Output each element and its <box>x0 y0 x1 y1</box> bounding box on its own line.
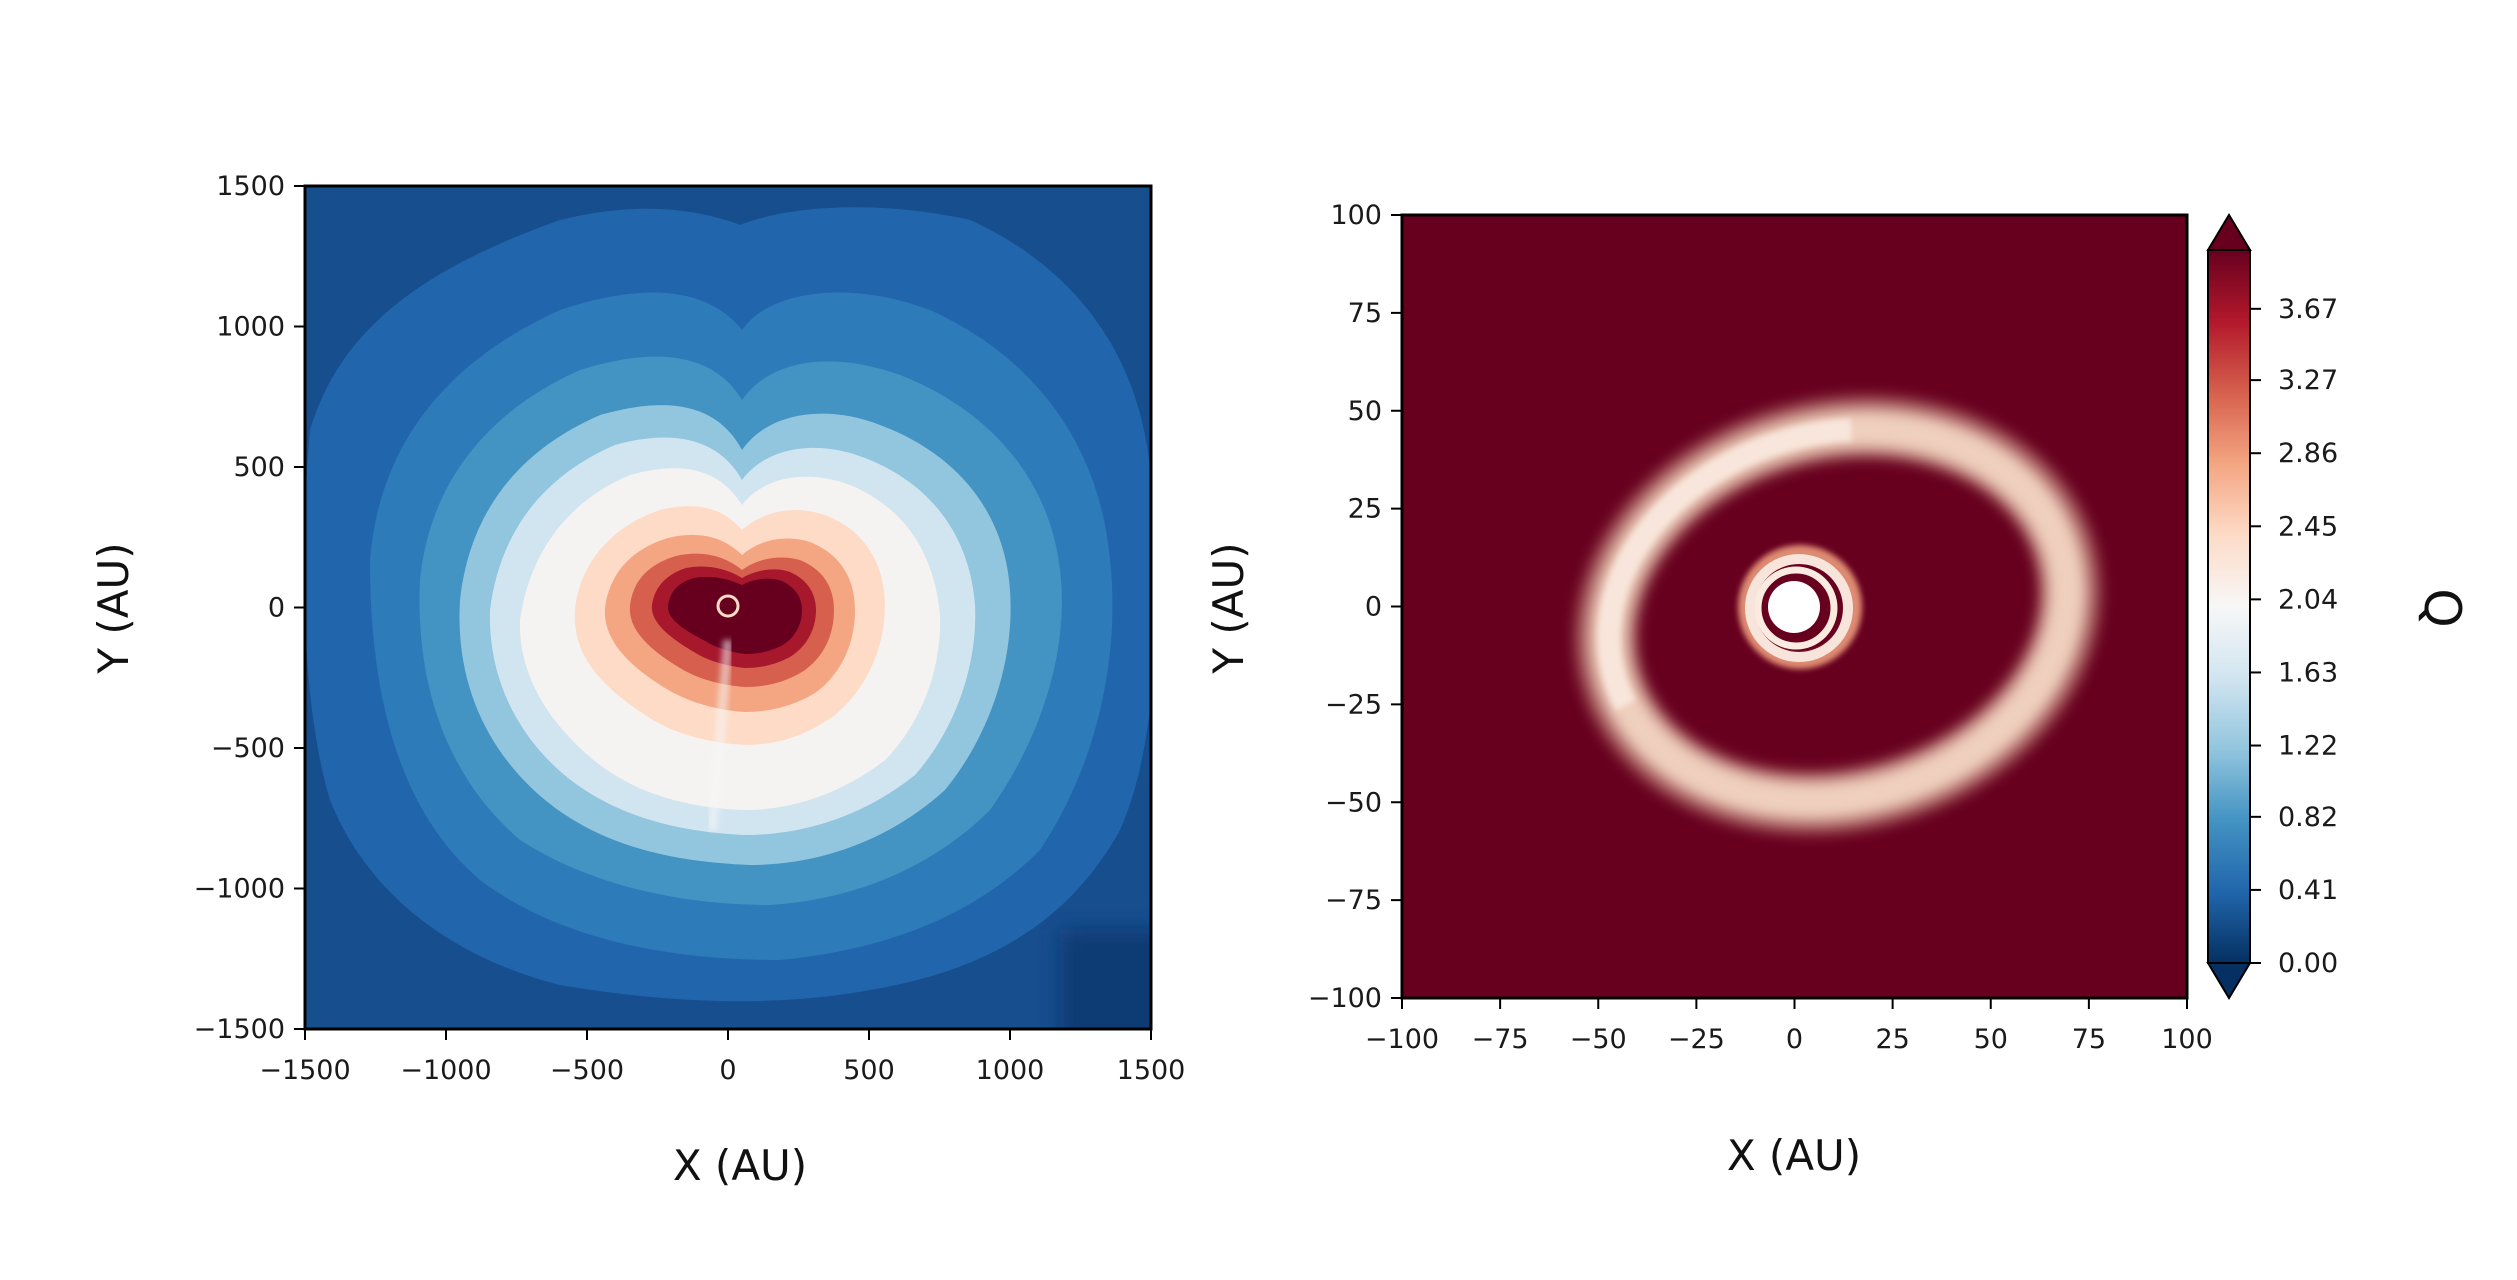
left-y-tick-label: −1000 <box>194 874 285 905</box>
colorbar-bar <box>2207 249 2251 964</box>
right-y-tick-label: −100 <box>1308 983 1382 1014</box>
left-heatmap <box>305 186 1151 1029</box>
colorbar-extend-bottom <box>2206 962 2252 1000</box>
inner-ring-outer-glow <box>1738 545 1862 669</box>
colorbar-tick-label: 0.00 <box>2278 948 2338 979</box>
core-hole <box>1768 581 1820 633</box>
right-y-tick-label: −75 <box>1325 885 1382 916</box>
left-x-tick-label: −1000 <box>400 1055 491 1086</box>
right-y-tick-label: 50 <box>1348 396 1382 427</box>
right-x-tick-label: 25 <box>1875 1024 1909 1055</box>
left-y-axis-title: Y (AU) <box>89 542 138 674</box>
left-vertical-seam-bottom <box>707 639 733 831</box>
left-x-tick-label: −1500 <box>259 1055 350 1086</box>
outer-ring <box>1575 396 2101 834</box>
left-field-corner-shade <box>1060 930 1151 1029</box>
right-x-tick-label: 100 <box>2161 1024 2213 1055</box>
right-x-tick-label: −75 <box>1472 1024 1529 1055</box>
left-x-tick-label: 500 <box>843 1055 895 1086</box>
left-x-axis-title: X (AU) <box>673 1141 807 1190</box>
right-y-axis-title: Y (AU) <box>1204 542 1253 674</box>
colorbar-tick-label: 2.04 <box>2278 584 2338 615</box>
left-panel: −1500 −1000 −500 0 500 1000 1500 150010005000−… <box>89 171 1185 1190</box>
inner-ring-body <box>1745 554 1853 662</box>
colorbar-tick-label: 0.41 <box>2278 875 2338 906</box>
colorbar-extend-top <box>2206 213 2252 251</box>
colorbar: 3.67 3.27 2.86 2.45 2.04 1.63 1.22 0.82 0.41 0.00… <box>2206 213 2471 1000</box>
right-x-axis-title: X (AU) <box>1727 1131 1861 1180</box>
left-x-tick-label: −500 <box>550 1055 624 1086</box>
right-x-tick-label: 0 <box>1786 1024 1803 1055</box>
right-x-ticks: −100 −75 −50 −25 0 25 50 75 100 <box>1365 998 2213 1055</box>
left-y-tick-label: 1500 <box>216 171 285 202</box>
colorbar-tick-label: 3.27 <box>2278 365 2338 396</box>
right-y-tick-label: 25 <box>1348 494 1382 525</box>
colorbar-tick-label: 2.86 <box>2278 438 2338 469</box>
colorbar-tick-label: 3.67 <box>2278 294 2338 325</box>
left-central-ring-marker <box>716 594 740 618</box>
right-panel: −100 −75 −50 −25 0 25 50 75 100 100 75 50 25 0 −25 −50… <box>1204 200 2213 1180</box>
colorbar-tick-label: 1.63 <box>2278 657 2338 688</box>
colorbar-title: Q <box>2413 588 2471 627</box>
left-y-ticks: 1500 1000 500 0 −500 −1000 −1500 <box>194 171 305 1045</box>
left-y-tick-label: 0 <box>268 593 285 624</box>
right-y-tick-label: 0 <box>1365 592 1382 623</box>
colorbar-tick-label: 0.82 <box>2278 802 2338 833</box>
colorbar-tick-label: 1.22 <box>2278 731 2338 762</box>
colorbar-ticks: 3.67 3.27 2.86 2.45 2.04 1.63 1.22 0.82 0.41 0.00 <box>2250 294 2338 979</box>
right-y-ticks: 100 75 50 25 0 −25 −50 −75 −100 <box>1308 200 1402 1014</box>
right-x-tick-label: −100 <box>1365 1024 1439 1055</box>
left-y-tick-label: 1000 <box>216 312 285 343</box>
right-y-tick-label: −50 <box>1325 787 1382 818</box>
outer-ring-bright-arc <box>1598 418 2078 812</box>
right-x-tick-label: 50 <box>1974 1024 2008 1055</box>
left-contour-core <box>667 576 802 654</box>
right-x-tick-label: 75 <box>2072 1024 2106 1055</box>
right-y-tick-label: 75 <box>1348 298 1382 329</box>
left-y-tick-label: −500 <box>211 733 285 764</box>
left-x-tick-label: 0 <box>719 1055 736 1086</box>
inner-ring-band <box>1754 566 1838 650</box>
right-y-tick-label: 100 <box>1330 200 1382 231</box>
left-x-tick-label: 1000 <box>976 1055 1045 1086</box>
right-x-tick-label: −50 <box>1570 1024 1627 1055</box>
right-y-tick-label: −25 <box>1325 689 1382 720</box>
right-heatmap <box>1402 215 2187 998</box>
left-x-tick-label: 1500 <box>1117 1055 1186 1086</box>
left-y-tick-label: 500 <box>233 452 285 483</box>
left-x-ticks: −1500 −1000 −500 0 500 1000 1500 <box>259 1029 1185 1086</box>
colorbar-tick-label: 2.45 <box>2278 511 2338 542</box>
right-x-tick-label: −25 <box>1668 1024 1725 1055</box>
left-y-tick-label: −1500 <box>194 1014 285 1045</box>
